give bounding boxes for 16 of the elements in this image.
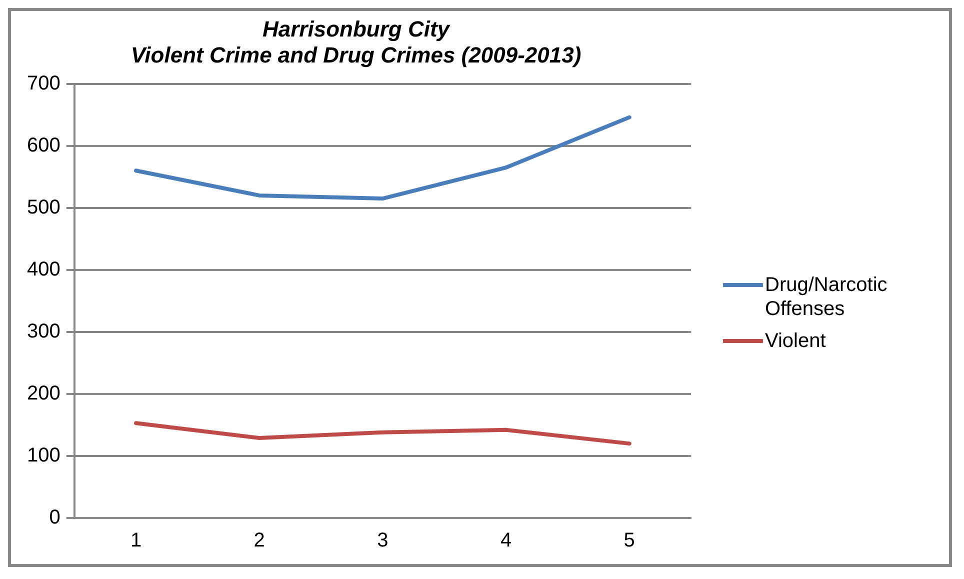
legend-label: Violent <box>765 329 826 353</box>
y-tick-label: 300 <box>26 320 60 342</box>
legend-label: Drug/Narcotic Offenses <box>765 273 888 321</box>
x-tick-label: 4 <box>500 530 512 552</box>
x-tick-label: 3 <box>377 530 388 552</box>
chart-title: Harrisonburg City Violent Crime and Drug Crimes (2009-2013) <box>130 16 582 68</box>
y-tick-label: 0 <box>49 506 60 529</box>
y-tick-label: 700 <box>26 72 60 94</box>
x-tick-label: 5 <box>624 530 635 552</box>
y-tick-label: 500 <box>26 196 60 218</box>
y-tick-label: 600 <box>26 134 60 156</box>
y-tick-label: 400 <box>26 258 60 280</box>
x-tick-label: 1 <box>130 530 142 552</box>
y-tick-label: 200 <box>26 382 60 404</box>
x-tick-label: 2 <box>254 530 265 552</box>
y-tick-label: 100 <box>26 444 60 466</box>
